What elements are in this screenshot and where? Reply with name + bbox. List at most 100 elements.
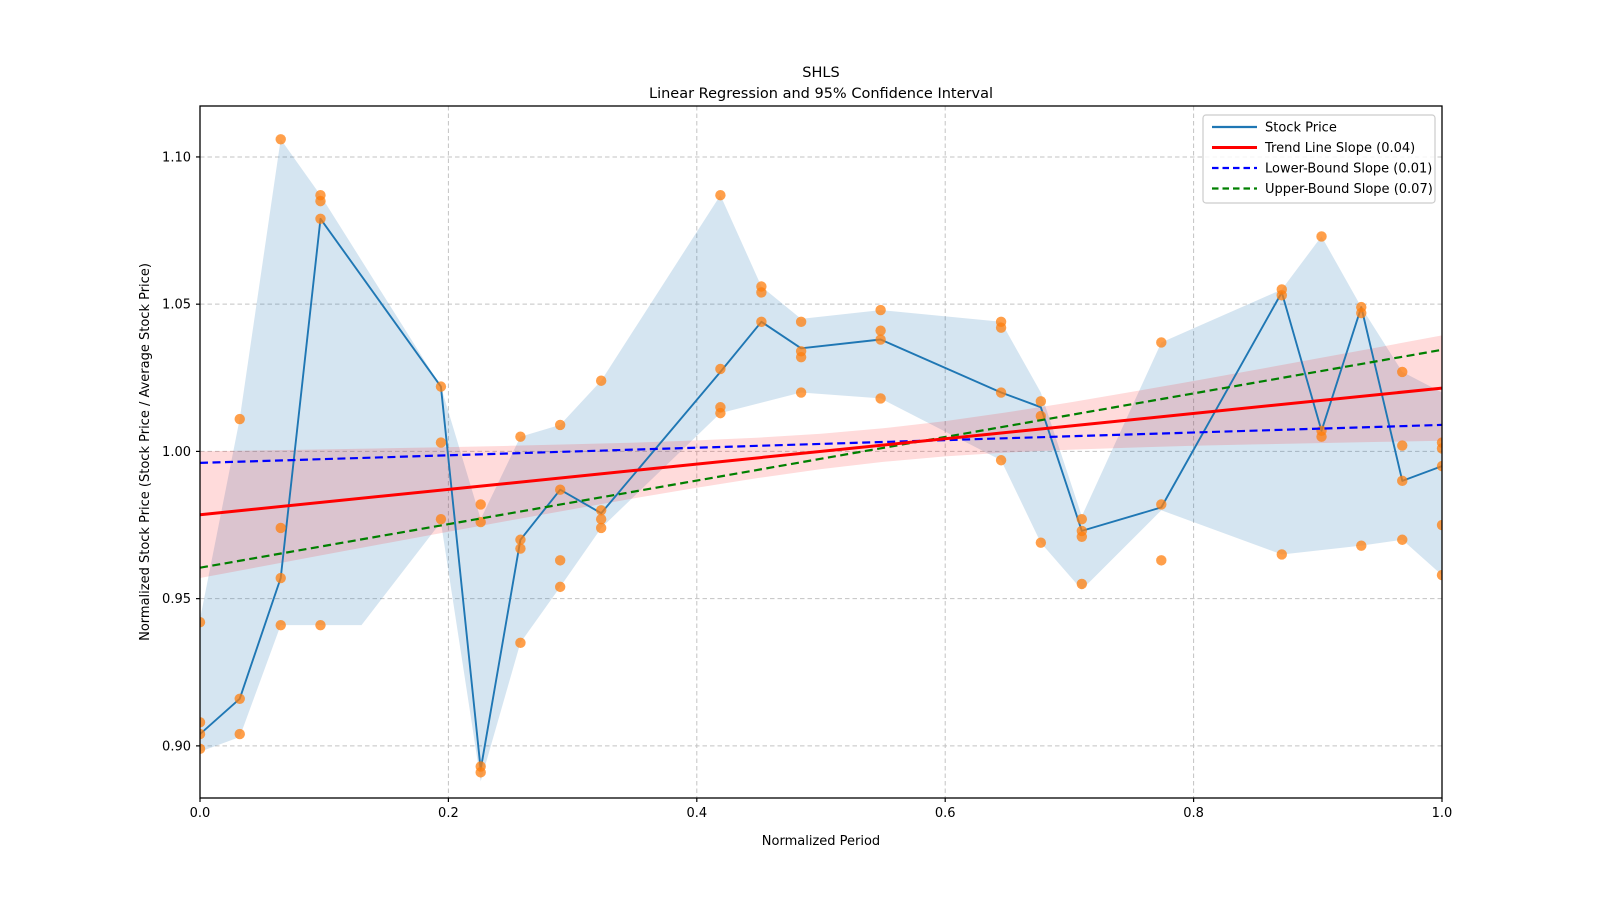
x-tick-label: 0.0 [190,806,211,821]
scatter-point [875,325,886,336]
scatter-point [1076,531,1088,543]
scatter-point [756,287,767,298]
scatter-point [275,619,286,631]
legend-label: Stock Price [1265,121,1337,136]
scatter-point [595,375,607,386]
y-tick-label: 1.10 [162,150,191,165]
scatter-point [1356,307,1367,319]
stock-price-line [200,217,1442,771]
scatter-point [1436,443,1442,454]
scatter-point [1276,290,1287,301]
scatter-point [275,134,286,145]
scatter-point [995,387,1007,398]
scatter-point [1276,549,1287,560]
scatter-point [1436,569,1442,581]
scatter-point [515,534,526,545]
confidence-band [200,335,1442,578]
scatter-point [595,505,607,516]
minmax-band [200,139,1442,782]
scatter-point [756,316,767,328]
y-tick-label: 1.05 [162,298,191,313]
scatter-point [875,304,886,316]
scatter-point [1356,540,1367,551]
legend-label: Upper-Bound Slope (0.07) [1265,182,1433,197]
x-tick-label: 0.4 [686,806,707,821]
scatter-point [1076,513,1088,525]
x-tick-label: 0.8 [1183,806,1204,821]
scatter-point [515,431,526,442]
scatter-point [475,499,486,510]
scatter-point [995,322,1007,333]
scatter-point [315,195,326,207]
y-axis-label: Normalized Stock Price (Stock Price / Av… [138,263,153,641]
lower-bound-line [200,423,1442,464]
scatter-point [234,413,245,425]
scatter-point [435,437,447,448]
scatter-point [515,543,526,554]
band-layer [200,139,1442,782]
y-tick-label: 0.90 [162,739,191,754]
legend: Stock Price Trend Line Slope (0.04) Lower-… [1202,114,1436,204]
scatter-point [554,581,566,593]
scatter-point [795,387,807,398]
scatter-point [200,717,206,728]
chart-subtitle: Linear Regression and 95% Confidence Int… [649,86,993,102]
scatter-point [1397,440,1408,451]
scatter-point [795,316,807,328]
scatter-point [554,555,566,566]
scatter-point [875,393,886,404]
scatter-point [1156,337,1167,348]
scatter-point [315,619,326,631]
scatter-point [1316,231,1327,242]
chart-title: SHLS [802,65,839,81]
series-layer [200,134,1442,778]
scatter-point [200,617,206,628]
scatter-point [1156,499,1167,510]
scatter-point [315,213,326,224]
scatter-point [595,522,607,534]
scatter-point [715,407,726,419]
scatter-point [715,190,726,201]
scatter-point [554,419,566,431]
scatter-point [234,728,245,740]
scatter-point [795,351,807,363]
scatter-point [1397,534,1408,545]
trend-line [200,386,1442,517]
scatter-point [200,728,206,740]
scatter-point [475,767,486,778]
legend-box [1202,114,1436,204]
scatter-point [234,693,245,704]
legend-label: Trend Line Slope (0.04) [1264,141,1415,156]
x-tick-label: 0.2 [438,806,459,821]
scatter-point [1397,366,1408,378]
scatter-point [995,455,1007,466]
scatter-point [1035,537,1047,548]
scatter-point [554,484,566,495]
scatter-point [515,637,526,649]
legend-label: Lower-Bound Slope (0.01) [1265,162,1432,177]
x-axis-label: Normalized Period [762,834,880,849]
scatter-point [1397,475,1408,487]
scatter-point [435,381,447,392]
x-tick-label: 0.6 [935,806,956,821]
scatter-point [1316,431,1327,442]
scatter-point [1035,396,1047,407]
scatter-point [715,363,726,375]
scatter-point [595,513,607,525]
scatter-point [1436,460,1442,472]
scatter-point [875,334,886,345]
scatter-point [275,522,286,534]
scatter-point [1436,519,1442,531]
scatter-point [435,513,447,525]
x-tick-label: 1.0 [1432,806,1453,821]
y-tick-label: 0.95 [162,592,191,607]
axes-layer: 0.0 0.2 0.4 0.6 0.8 1.0 0.90 0.95 1.00 1.05 1.10 [162,105,1453,821]
scatter-point [200,743,206,755]
y-tick-label: 1.00 [162,445,191,460]
scatter-point [275,572,286,584]
scatter-point [1156,555,1167,566]
scatter-point [1076,578,1088,590]
upper-bound-line [200,348,1442,569]
